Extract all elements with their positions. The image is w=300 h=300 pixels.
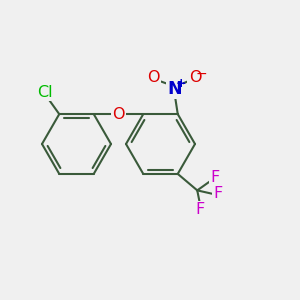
Text: Cl: Cl [37, 85, 53, 100]
Text: N: N [167, 80, 182, 98]
Text: O: O [112, 106, 125, 122]
Text: −: − [196, 67, 208, 81]
Text: +: + [176, 77, 187, 90]
Text: O: O [189, 70, 201, 85]
Text: F: F [210, 170, 219, 185]
Text: O: O [147, 70, 159, 85]
Text: F: F [213, 187, 222, 202]
Text: F: F [196, 202, 205, 217]
